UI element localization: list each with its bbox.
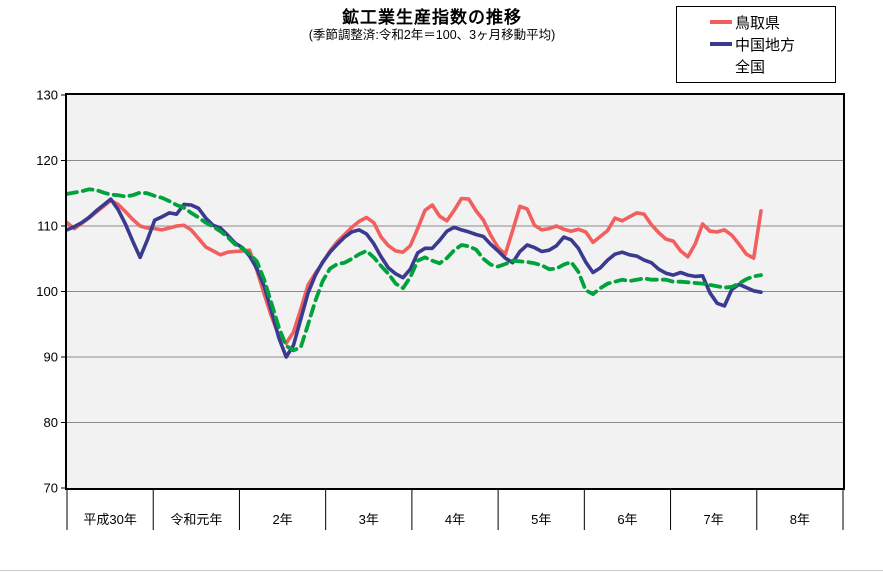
series-line-0-tottori xyxy=(65,196,763,346)
y-tick-label-80: 80 xyxy=(44,415,58,430)
legend-label-chugoku: 中国地方 xyxy=(735,36,796,54)
x-category-label-7: 7年 xyxy=(704,512,724,527)
x-category-label-1: 令和元年 xyxy=(170,512,222,527)
zenkoku-line-sample-icon xyxy=(710,65,732,69)
x-category-label-0: 平成30年 xyxy=(83,512,136,527)
legend-label-zenkoku: 全国 xyxy=(735,59,766,77)
legend-item-zenkoku: 全国 xyxy=(710,56,835,78)
chart-title: 鉱工業生産指数の推移 xyxy=(342,8,522,27)
series-line-2-zenkoku xyxy=(65,187,763,353)
x-category-label-3: 3年 xyxy=(359,512,379,527)
y-tick-label-110: 110 xyxy=(37,219,58,234)
y-tick-label-70: 70 xyxy=(44,481,58,496)
x-category-label-4: 4年 xyxy=(445,512,465,527)
y-tick-label-120: 120 xyxy=(36,153,58,168)
chart-subtitle: (季節調整済:令和2年＝100、3ヶ月移動平均) xyxy=(308,28,556,42)
legend-label-tottori: 鳥取県 xyxy=(735,14,781,32)
chugoku-line-sample-icon xyxy=(710,42,732,47)
tottori-line-sample-icon xyxy=(710,20,732,25)
x-category-label-8: 8年 xyxy=(790,512,810,527)
y-tick-label-130: 130 xyxy=(36,88,58,103)
y-tick-label-100: 100 xyxy=(36,284,58,299)
legend-item-chugoku: 中国地方 xyxy=(710,33,835,55)
legend-box: 鳥取県 中国地方 全国 xyxy=(676,6,836,83)
plot-border xyxy=(65,93,845,490)
screenshot-bottom-edge xyxy=(0,570,883,571)
x-category-label-5: 5年 xyxy=(531,512,551,527)
x-category-label-2: 2年 xyxy=(272,512,292,527)
legend-item-tottori: 鳥取県 xyxy=(710,11,835,33)
y-tick-label-90: 90 xyxy=(44,350,58,365)
x-category-label-6: 6年 xyxy=(617,512,637,527)
